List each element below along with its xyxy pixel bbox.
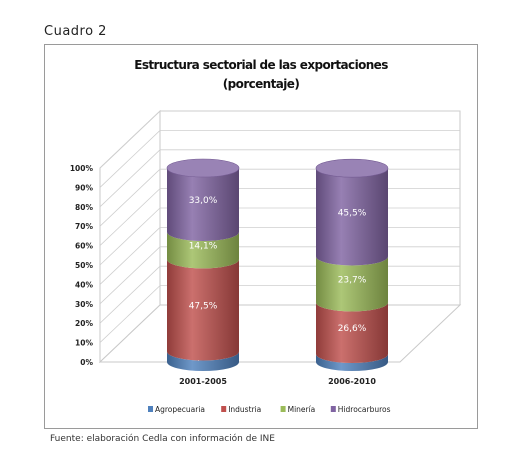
y-tick-label: 90% xyxy=(75,183,93,192)
data-label: 23,7% xyxy=(338,275,367,285)
y-tick-label: 50% xyxy=(75,261,93,270)
data-label: 33,0% xyxy=(189,196,218,206)
bar-segment xyxy=(316,256,388,312)
legend-swatch xyxy=(330,406,336,412)
y-tick-label: 80% xyxy=(75,203,93,212)
chart-title: Estructura sectorial de las exportacione… xyxy=(134,58,388,72)
y-tick-label: 20% xyxy=(75,319,93,328)
y-tick-label: 10% xyxy=(75,339,93,348)
chart-subtitle: (porcentaje) xyxy=(222,77,300,91)
legend-swatch xyxy=(148,406,153,412)
legend-swatch xyxy=(280,406,286,412)
x-tick-label: 2001-2005 xyxy=(179,377,227,386)
bar-segment xyxy=(167,232,239,269)
legend-label: Agropecuaria xyxy=(155,405,205,414)
bar-segment xyxy=(167,259,239,361)
y-tick-label: 70% xyxy=(75,222,93,231)
data-label: 45,5% xyxy=(338,208,367,218)
x-tick-label: 2006-2010 xyxy=(328,377,376,386)
y-tick-label: 30% xyxy=(75,300,93,309)
cylinder-top xyxy=(166,158,240,178)
data-label: 14,1% xyxy=(189,242,218,252)
data-label: 26,6% xyxy=(338,324,367,334)
bar-segment xyxy=(316,302,388,364)
y-tick-label: 60% xyxy=(75,242,93,251)
gridline xyxy=(99,129,460,188)
legend-label: Hidrocarburos xyxy=(338,405,391,414)
cylinder-top xyxy=(315,158,389,178)
legend-label: Industria xyxy=(228,405,261,414)
source-note: Fuente: elaboración Cedla con informació… xyxy=(50,434,275,444)
gridline xyxy=(99,149,460,208)
bar-segment xyxy=(316,168,388,266)
y-tick-label: 0% xyxy=(80,358,93,367)
floor xyxy=(98,304,462,363)
bar-segment xyxy=(167,168,239,242)
legend-label: Minería xyxy=(288,405,316,414)
bar-segment xyxy=(316,354,388,371)
caption: Cuadro 2 xyxy=(44,24,107,39)
legend-swatch xyxy=(221,406,227,412)
data-label: 47,5% xyxy=(189,301,218,311)
y-tick-label: 40% xyxy=(75,280,93,289)
gridline xyxy=(99,110,460,169)
y-tick-label: 100% xyxy=(70,164,94,173)
bar-segment xyxy=(167,351,239,371)
